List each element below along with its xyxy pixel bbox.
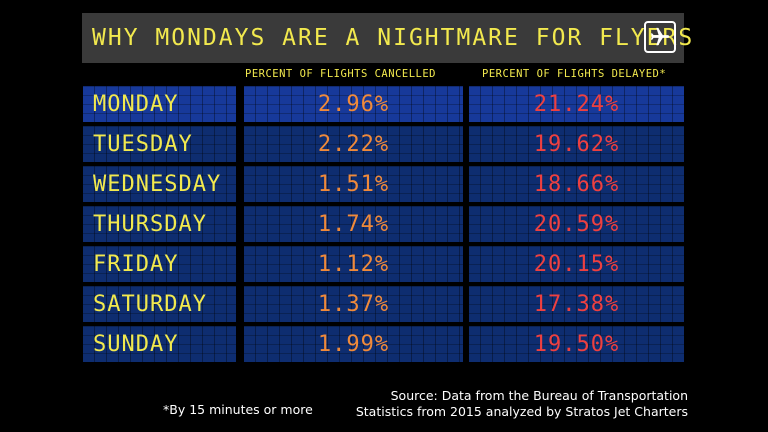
delayed-cell: 19.62%	[469, 126, 684, 162]
table-row: Friday 1.12% 20.15%	[83, 246, 684, 282]
day-label: Saturday	[93, 291, 207, 317]
day-label: Tuesday	[93, 131, 193, 157]
day-cell: Sunday	[83, 326, 236, 362]
chart-title: Why Mondays are a Nightmare for Flyers	[92, 25, 695, 51]
delayed-value: 19.62%	[533, 131, 620, 157]
title-bar: Why Mondays are a Nightmare for Flyers	[82, 13, 692, 63]
table-row: Thursday 1.74% 20.59%	[83, 206, 684, 242]
airplane-icon	[644, 21, 676, 53]
delayed-cell: 20.15%	[469, 246, 684, 282]
delayed-cell: 17.38%	[469, 286, 684, 322]
day-cell: Tuesday	[83, 126, 236, 162]
day-cell: Friday	[83, 246, 236, 282]
day-label: Monday	[93, 91, 179, 117]
footnote: *By 15 minutes or more	[163, 402, 313, 417]
day-cell: Monday	[83, 86, 236, 122]
cancelled-value: 2.22%	[317, 131, 390, 157]
cancelled-value: 2.96%	[317, 91, 390, 117]
day-label: Wednesday	[93, 171, 222, 197]
source-note: Source: Data from the Bureau of Transpor…	[356, 388, 688, 420]
delayed-value: 18.66%	[533, 171, 620, 197]
table-row: Tuesday 2.22% 19.62%	[83, 126, 684, 162]
delayed-cell: 20.59%	[469, 206, 684, 242]
cancelled-cell: 1.99%	[244, 326, 463, 362]
cancelled-cell: 1.74%	[244, 206, 463, 242]
cancelled-value: 1.37%	[317, 291, 390, 317]
day-label: Friday	[93, 251, 179, 277]
delayed-cell: 21.24%	[469, 86, 684, 122]
day-label: Sunday	[93, 331, 179, 357]
delayed-value: 20.15%	[533, 251, 620, 277]
table-row: Monday 2.96% 21.24%	[83, 86, 684, 122]
cancelled-value: 1.74%	[317, 211, 390, 237]
cancelled-cell: 2.96%	[244, 86, 463, 122]
source-line-1: Source: Data from the Bureau of Transpor…	[390, 388, 688, 403]
delayed-value: 17.38%	[533, 291, 620, 317]
cancelled-column-header: Percent of Flights Cancelled	[245, 68, 437, 80]
delayed-value: 20.59%	[533, 211, 620, 237]
day-cell: Saturday	[83, 286, 236, 322]
day-cell: Thursday	[83, 206, 236, 242]
day-label: Thursday	[93, 211, 207, 237]
table-row: Saturday 1.37% 17.38%	[83, 286, 684, 322]
source-line-2: Statistics from 2015 analyzed by Stratos…	[355, 404, 688, 419]
table-row: Wednesday 1.51% 18.66%	[83, 166, 684, 202]
cancelled-value: 1.51%	[317, 171, 390, 197]
delayed-cell: 18.66%	[469, 166, 684, 202]
delayed-value: 21.24%	[533, 91, 620, 117]
table-row: Sunday 1.99% 19.50%	[83, 326, 684, 362]
cancelled-value: 1.99%	[317, 331, 390, 357]
cancelled-cell: 1.12%	[244, 246, 463, 282]
cancelled-cell: 1.51%	[244, 166, 463, 202]
cancelled-cell: 1.37%	[244, 286, 463, 322]
delayed-value: 19.50%	[533, 331, 620, 357]
day-cell: Wednesday	[83, 166, 236, 202]
delayed-column-header: Percent of Flights Delayed*	[482, 68, 667, 80]
delayed-cell: 19.50%	[469, 326, 684, 362]
cancelled-cell: 2.22%	[244, 126, 463, 162]
cancelled-value: 1.12%	[317, 251, 390, 277]
